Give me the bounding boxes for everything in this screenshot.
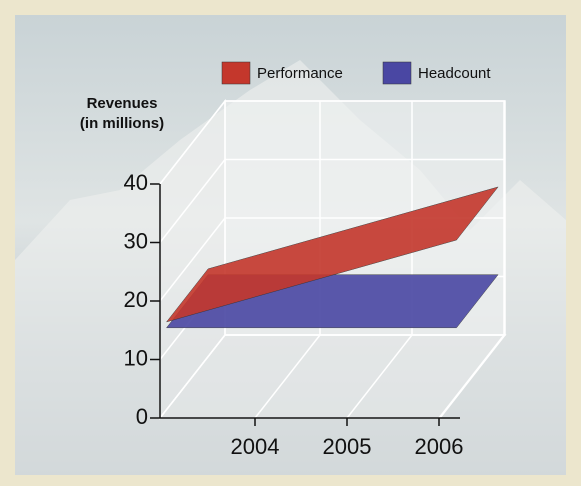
y-axis-label: Revenues <box>87 95 158 112</box>
y-tick-label: 30 <box>124 228 148 253</box>
y-tick-label: 20 <box>124 287 148 312</box>
chart: Revenues (in millions) 0 10 20 30 40 2004 2005… <box>0 0 581 486</box>
legend-label: Headcount <box>418 65 491 82</box>
x-tick-label: 2004 <box>231 434 280 459</box>
y-axis-label: (in millions) <box>80 115 164 132</box>
x-tick-label: 2005 <box>323 434 372 459</box>
y-tick-label: 0 <box>136 404 148 429</box>
y-tick-label: 40 <box>124 170 148 195</box>
legend-swatch <box>383 62 411 84</box>
x-tick-label: 2006 <box>415 434 464 459</box>
y-tick-label: 10 <box>124 345 148 370</box>
legend-label: Performance <box>257 65 343 82</box>
legend-swatch <box>222 62 250 84</box>
